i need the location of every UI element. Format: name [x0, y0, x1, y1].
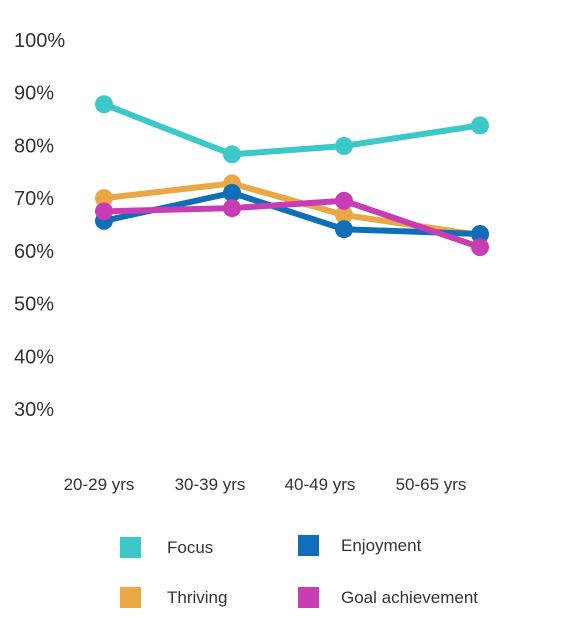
data-point-enjoyment-30-39-yrs	[223, 183, 241, 202]
legend-item-goal-achievement: Goal achievement	[298, 587, 478, 608]
data-point-focus-40-49-yrs	[335, 136, 353, 155]
series-line-goal-achievement	[101, 197, 483, 251]
x-tick-label-40-49-yrs: 40-49 yrs	[285, 475, 356, 494]
x-tick-label-50-65-yrs: 50-65 yrs	[396, 475, 467, 494]
legend-swatch-thriving	[120, 587, 141, 608]
legend-label-thriving: Thriving	[167, 587, 228, 607]
data-point-enjoyment-50-65-yrs	[471, 224, 489, 243]
data-point-focus-50-65-yrs	[471, 116, 489, 135]
data-point-thriving-20-29-yrs	[95, 189, 113, 208]
data-point-thriving-40-49-yrs	[335, 206, 353, 225]
series-line-focus	[101, 101, 483, 158]
data-point-goal-achievement-40-49-yrs	[335, 191, 353, 210]
data-point-focus-20-29-yrs	[95, 95, 113, 114]
y-tick-label-30: 30%	[14, 399, 54, 421]
data-point-focus-30-39-yrs	[223, 145, 241, 164]
legend-swatch-enjoyment	[298, 535, 319, 556]
legend-label-enjoyment: Enjoyment	[341, 535, 422, 555]
y-tick-label-90: 90%	[14, 83, 54, 105]
legend-swatch-goal-achievement	[298, 587, 319, 608]
legend-item-focus: Focus	[120, 537, 213, 558]
y-tick-label-50: 50%	[14, 294, 54, 316]
y-tick-label-60: 60%	[14, 241, 54, 263]
legend-label-focus: Focus	[167, 537, 214, 557]
series-points	[95, 95, 489, 257]
legend-label-goal-achievement: Goal achievement	[341, 587, 479, 607]
x-axis: 20-29 yrs 30-39 yrs 40-49 yrs 50-65 yrs	[64, 475, 467, 494]
x-tick-label-30-39-yrs: 30-39 yrs	[175, 475, 246, 494]
y-axis: 100% 90% 80% 70% 60% 50% 40% 30%	[14, 30, 65, 421]
x-tick-label-20-29-yrs: 20-29 yrs	[64, 475, 135, 494]
y-tick-label-70: 70%	[14, 188, 54, 210]
y-tick-label-100: 100%	[14, 30, 65, 52]
data-point-goal-achievement-20-29-yrs	[95, 202, 113, 221]
y-tick-label-80: 80%	[14, 135, 54, 157]
series-lines	[101, 101, 483, 251]
y-tick-label-40: 40%	[14, 346, 54, 368]
legend-item-enjoyment: Enjoyment	[298, 535, 421, 556]
legend-item-thriving: Thriving	[120, 587, 227, 608]
data-point-enjoyment-40-49-yrs	[335, 220, 353, 239]
data-point-goal-achievement-30-39-yrs	[223, 199, 241, 218]
data-point-goal-achievement-50-65-yrs	[471, 238, 489, 257]
legend-swatch-focus	[120, 537, 141, 558]
